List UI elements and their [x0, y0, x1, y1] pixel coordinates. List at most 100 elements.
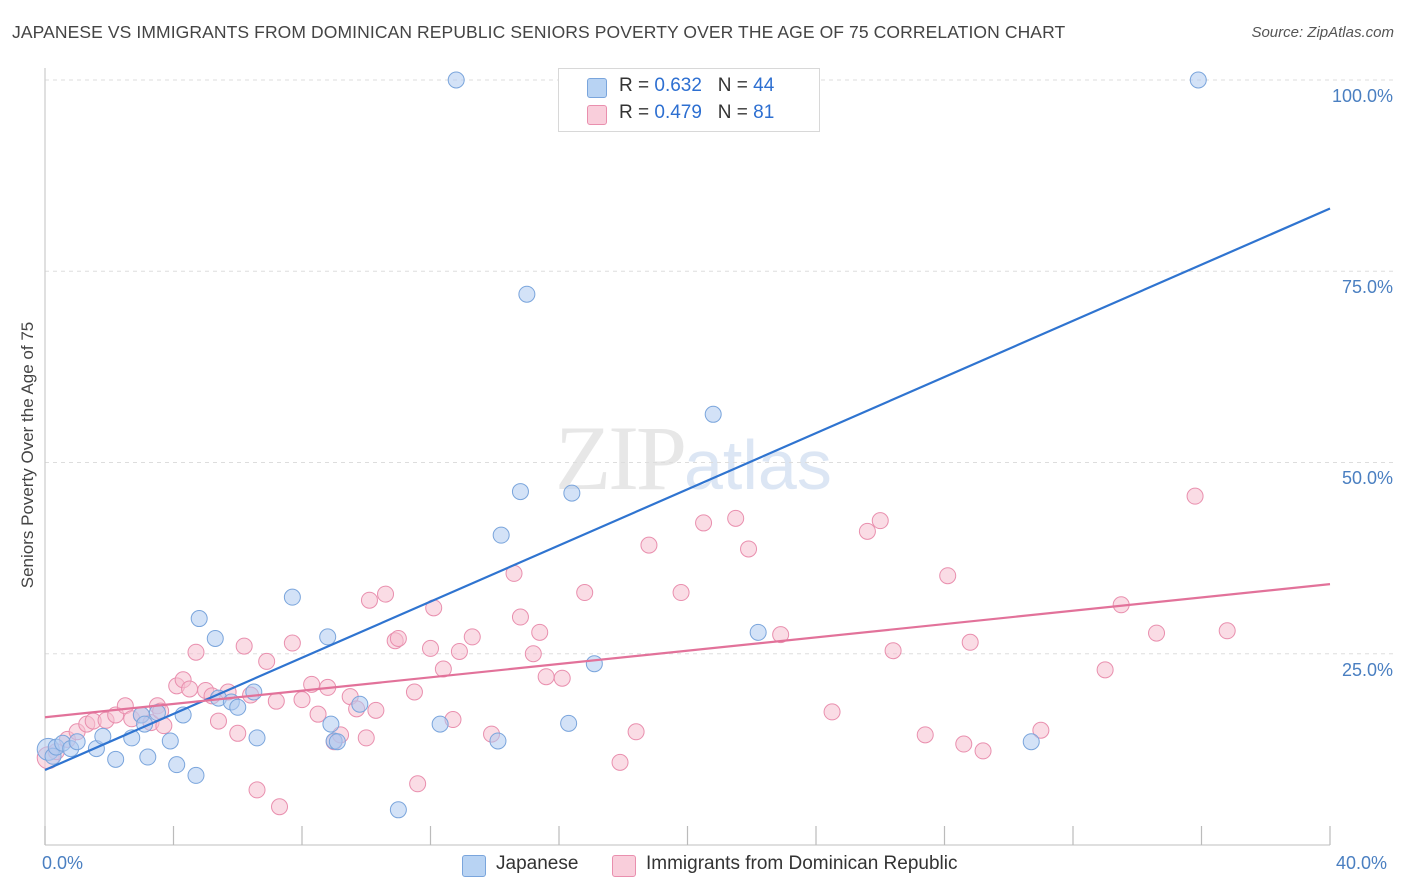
dominican-point [1148, 624, 1166, 642]
dominican-point [727, 509, 745, 527]
japanese-point [1189, 71, 1207, 89]
dominican-point [1218, 622, 1236, 640]
japanese-point [447, 71, 465, 89]
japanese-point [107, 750, 125, 768]
dominican-point [884, 642, 902, 660]
japanese-point [328, 733, 346, 751]
dominican-point [271, 798, 289, 816]
dominican-point [974, 742, 992, 760]
dominican-point [1186, 487, 1204, 505]
legend-swatch-dominican [587, 105, 607, 125]
bottom-legend: Japanese Immigrants from Dominican Repub… [0, 852, 1406, 878]
dominican-point [627, 723, 645, 741]
bottom-legend-label-dominican: Immigrants from Dominican Republic [646, 853, 958, 874]
dominican-point [1096, 661, 1114, 679]
legend-text-japanese: R = 0.632 N = 44 [619, 75, 775, 96]
dominican-point [267, 692, 285, 710]
watermark-atlas: atlas [684, 426, 832, 504]
y-tick-label-25: 25.0% [1341, 660, 1393, 680]
japanese-point [563, 484, 581, 502]
dominican-point [248, 781, 266, 799]
dominican-point [367, 701, 385, 719]
bottom-legend-label-japanese: Japanese [496, 853, 579, 874]
grid-layer [45, 79, 1395, 655]
japanese-point [518, 285, 536, 303]
japanese-point [68, 733, 86, 751]
dominican-point [531, 623, 549, 641]
dominican-point [611, 753, 629, 771]
dominican-point [293, 691, 311, 709]
japanese-point [168, 756, 186, 774]
chart-title: JAPANESE VS IMMIGRANTS FROM DOMINICAN RE… [12, 22, 1066, 42]
dominican-point [283, 634, 301, 652]
dominican-point [553, 669, 571, 687]
trend-line-japanese [44, 207, 1331, 772]
japanese-point [431, 715, 449, 733]
x-tick-label-0: 0.0% [42, 853, 84, 873]
japanese-point [229, 698, 247, 716]
dominican-point [537, 668, 555, 686]
trend-lines [44, 207, 1331, 772]
dominican-point [409, 775, 427, 793]
dominican-points [36, 487, 1236, 816]
trend-line-dominican [44, 583, 1331, 719]
dominican-point [422, 639, 439, 657]
japanese-point [319, 628, 337, 646]
japanese-point [190, 610, 208, 628]
dominican-point [871, 512, 889, 530]
dominican-point [955, 735, 973, 753]
japanese-point [248, 729, 266, 747]
dominican-point [258, 652, 276, 670]
bottom-legend-swatch-dominican [612, 855, 636, 877]
japanese-point [585, 655, 603, 673]
x-tick-label-40: 40.0% [1336, 853, 1388, 873]
dominican-point [772, 626, 790, 644]
dominican-point [961, 633, 979, 651]
japanese-point [245, 683, 263, 701]
dominican-point [511, 608, 529, 626]
dominican-point [229, 724, 247, 742]
dominican-point [360, 591, 378, 609]
dominican-point [377, 585, 395, 603]
legend-swatch-japanese [587, 78, 607, 98]
japanese-point [489, 732, 507, 750]
japanese-point [1022, 733, 1040, 751]
dominican-point [357, 729, 375, 747]
dominican-point [695, 514, 713, 532]
y-tick-label-50: 50.0% [1341, 468, 1393, 488]
japanese-point [511, 483, 529, 501]
japanese-point [206, 629, 224, 647]
dominican-point [187, 643, 205, 661]
dominican-point [1032, 721, 1050, 739]
japanese-point [139, 748, 157, 766]
y-tick-label-75: 75.0% [1341, 277, 1393, 297]
dominican-point [916, 726, 934, 744]
dominican-point [524, 645, 542, 663]
japanese-point [560, 714, 578, 732]
dominican-point [576, 584, 594, 602]
dominican-point [405, 683, 423, 701]
japanese-point [187, 766, 205, 784]
dominican-point [235, 637, 253, 655]
source-text: Source: ZipAtlas.com [1251, 24, 1394, 41]
dominican-point [463, 628, 481, 646]
dominican-point [939, 567, 957, 585]
dominican-point [640, 536, 658, 554]
legend: R = 0.632 N = 44 R = 0.479 N = 81 [558, 68, 820, 132]
dominican-point [181, 680, 199, 698]
japanese-point [389, 801, 407, 819]
axis-layer [44, 68, 1331, 846]
japanese-point [704, 405, 722, 423]
japanese-point [322, 715, 340, 733]
dominican-point [450, 642, 468, 660]
dominican-point [389, 629, 407, 647]
y-axis-label: Seniors Poverty Over the Age of 75 [18, 321, 37, 589]
y-tick-label-100: 100.0% [1331, 86, 1393, 106]
bottom-legend-swatch-japanese [462, 855, 486, 877]
japanese-points [36, 71, 1207, 819]
japanese-point [351, 695, 369, 713]
dominican-point [672, 584, 690, 602]
japanese-point [283, 588, 301, 606]
legend-text-dominican: R = 0.479 N = 81 [619, 102, 775, 123]
